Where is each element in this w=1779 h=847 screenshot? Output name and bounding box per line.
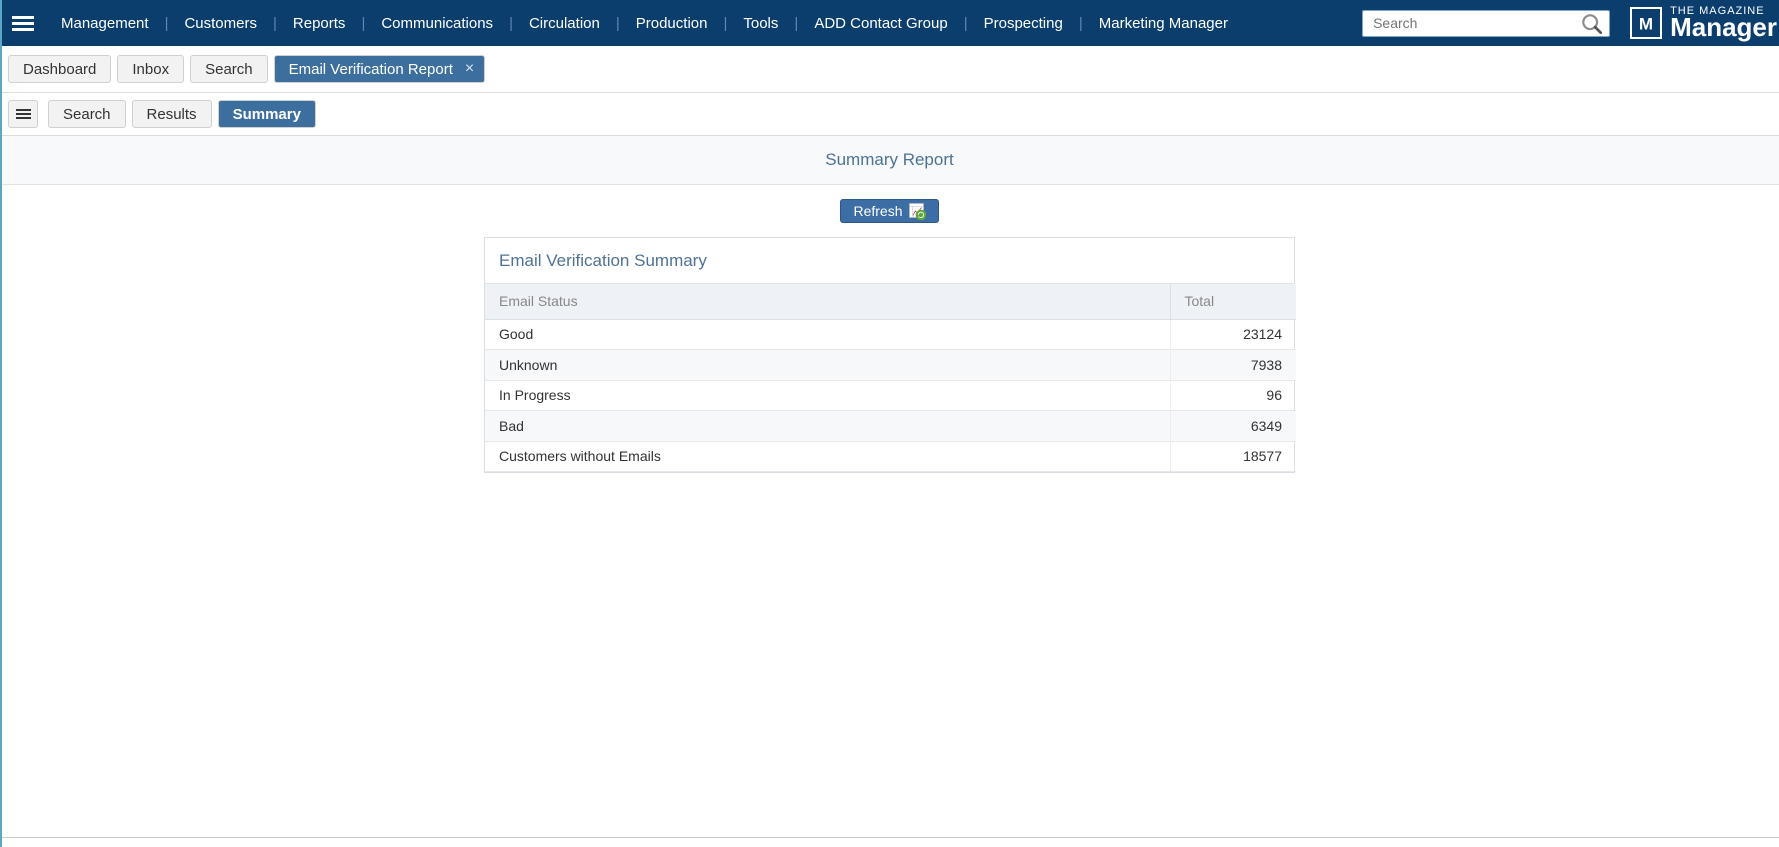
svg-text:M: M <box>1639 15 1653 34</box>
